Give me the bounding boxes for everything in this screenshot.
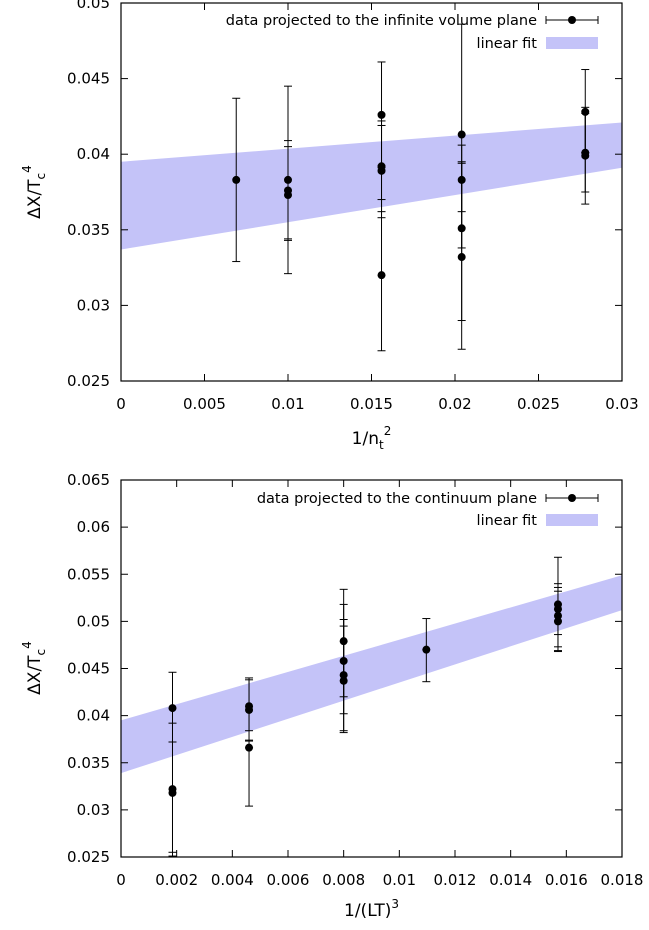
top-point-marker bbox=[377, 166, 386, 175]
bottom-point-marker bbox=[168, 788, 177, 797]
bottom-x-axis-title: 1/(LT)3 bbox=[344, 897, 399, 921]
top-data-point bbox=[457, 162, 466, 350]
bottom-y-axis-title-sub: c bbox=[34, 649, 48, 656]
top-x-tick-label: 0.02 bbox=[438, 395, 471, 413]
top-data-point bbox=[284, 146, 292, 240]
top-legend-label-data: data projected to the infinite volume pl… bbox=[226, 13, 537, 29]
top-data-point bbox=[377, 199, 386, 352]
bottom-x-tick-label: 0.008 bbox=[322, 871, 365, 889]
top-chart: 0 0.005 0.01 0.015 0.02 0.025 0.03 0.025 0.03 0.0… bbox=[20, 0, 639, 452]
bottom-x-axis-title-base: 1/(LT) bbox=[344, 901, 391, 921]
bottom-y-tick-label: 0.055 bbox=[67, 565, 110, 583]
top-point-marker bbox=[232, 175, 241, 184]
bottom-y-tick-label: 0.04 bbox=[77, 707, 110, 725]
bottom-x-tick-label: 0.012 bbox=[434, 871, 477, 889]
top-x-axis-title: 1/nt2 bbox=[352, 424, 392, 452]
top-x-axis-title-base: 1/n bbox=[352, 429, 379, 449]
bottom-legend: data projected to the continuum plane lin… bbox=[257, 491, 599, 529]
top-y-axis-title-sub: c bbox=[34, 173, 48, 180]
bottom-fit-band bbox=[121, 575, 622, 774]
top-y-axis-title-base: ΔX/T bbox=[25, 179, 45, 219]
top-x-tick-label: 0.03 bbox=[605, 395, 638, 413]
top-legend-label-fit: linear fit bbox=[477, 36, 538, 52]
bottom-data-point bbox=[245, 739, 254, 807]
bottom-x-tick-label: 0.016 bbox=[545, 871, 588, 889]
bottom-legend-sample-band bbox=[546, 514, 598, 526]
top-plot-frame bbox=[120, 2, 623, 382]
bottom-x-tick-label: 0.006 bbox=[267, 871, 310, 889]
bottom-x-tick-label: 0.014 bbox=[489, 871, 532, 889]
top-point-marker bbox=[581, 151, 590, 160]
top-y-axis-title-sup: 4 bbox=[20, 165, 34, 173]
top-x-axis-title-sup: 2 bbox=[384, 424, 392, 438]
top-y-axis-title: ΔX/Tc4 bbox=[20, 165, 48, 219]
top-x-tick-label: 0.01 bbox=[271, 395, 304, 413]
top-data-point bbox=[232, 97, 241, 263]
top-x-tick-label: 0.025 bbox=[517, 395, 560, 413]
bottom-data-point bbox=[339, 625, 348, 734]
bottom-x-tick-label: 0.002 bbox=[155, 871, 198, 889]
top-y-tick-label: 0.025 bbox=[67, 372, 110, 390]
bottom-y-axis-title: ΔX/Tc4 bbox=[20, 641, 48, 695]
bottom-plot-frame bbox=[120, 479, 623, 858]
bottom-x-tick-label: 0 bbox=[116, 871, 126, 889]
bottom-point-marker bbox=[339, 676, 348, 685]
bottom-y-tick-label: 0.045 bbox=[67, 660, 110, 678]
top-x-axis-title-sub: t bbox=[379, 438, 384, 452]
top-point-marker bbox=[284, 191, 292, 200]
bottom-x-tick-label: 0.01 bbox=[383, 871, 416, 889]
top-y-tick-label: 0.05 bbox=[77, 0, 110, 12]
bottom-data-point bbox=[422, 618, 431, 683]
bottom-y-tick-label: 0.05 bbox=[77, 612, 110, 630]
top-y-tick-label: 0.04 bbox=[77, 145, 110, 163]
top-y-tick-label: 0.045 bbox=[67, 70, 110, 88]
top-y-tick-label: 0.03 bbox=[77, 296, 110, 314]
bottom-y-tick-label: 0.065 bbox=[67, 471, 110, 489]
top-y-tick-label: 0.035 bbox=[67, 221, 110, 239]
bottom-y-axis-title-sup: 4 bbox=[20, 641, 34, 649]
top-fit-band bbox=[121, 122, 622, 250]
top-point-marker bbox=[457, 130, 466, 139]
bottom-y-tick-label: 0.03 bbox=[77, 801, 110, 819]
bottom-y-tick-label: 0.06 bbox=[77, 518, 110, 536]
bottom-data-point bbox=[553, 590, 562, 653]
bottom-point-marker bbox=[245, 705, 254, 714]
top-x-tick-label: 0.015 bbox=[350, 395, 393, 413]
top-x-tick-label: 0.005 bbox=[183, 395, 226, 413]
top-legend-sample-band bbox=[546, 37, 598, 49]
bottom-x-tick-label: 0.018 bbox=[601, 871, 644, 889]
bottom-point-marker bbox=[422, 645, 431, 654]
top-point-marker bbox=[457, 253, 466, 262]
top-data-point bbox=[581, 106, 590, 205]
bottom-x-tick-label: 0.004 bbox=[211, 871, 254, 889]
bottom-y-tick-label: 0.025 bbox=[67, 848, 110, 866]
bottom-point-marker bbox=[168, 704, 177, 713]
top-legend-sample-marker bbox=[568, 16, 576, 24]
bottom-y-axis-title-base: ΔX/T bbox=[25, 655, 45, 695]
bottom-point-marker bbox=[553, 617, 562, 626]
top-legend: data projected to the infinite volume pl… bbox=[226, 13, 599, 52]
top-point-marker bbox=[377, 110, 386, 119]
bottom-legend-label-fit: linear fit bbox=[477, 513, 538, 529]
top-x-tick-label: 0 bbox=[116, 395, 126, 413]
bottom-y-tick-label: 0.035 bbox=[67, 754, 110, 772]
bottom-legend-sample-marker bbox=[568, 494, 576, 502]
bottom-chart: 0 0.002 0.004 0.006 0.008 0.01 0.012 0.014 0.016… bbox=[20, 471, 643, 921]
bottom-legend-label-data: data projected to the continuum plane bbox=[257, 491, 537, 507]
bottom-point-marker bbox=[245, 743, 254, 752]
top-point-marker bbox=[377, 271, 386, 280]
bottom-data-point bbox=[168, 741, 177, 857]
bottom-x-axis-title-sup: 3 bbox=[391, 897, 399, 911]
bottom-data-point bbox=[245, 677, 254, 742]
